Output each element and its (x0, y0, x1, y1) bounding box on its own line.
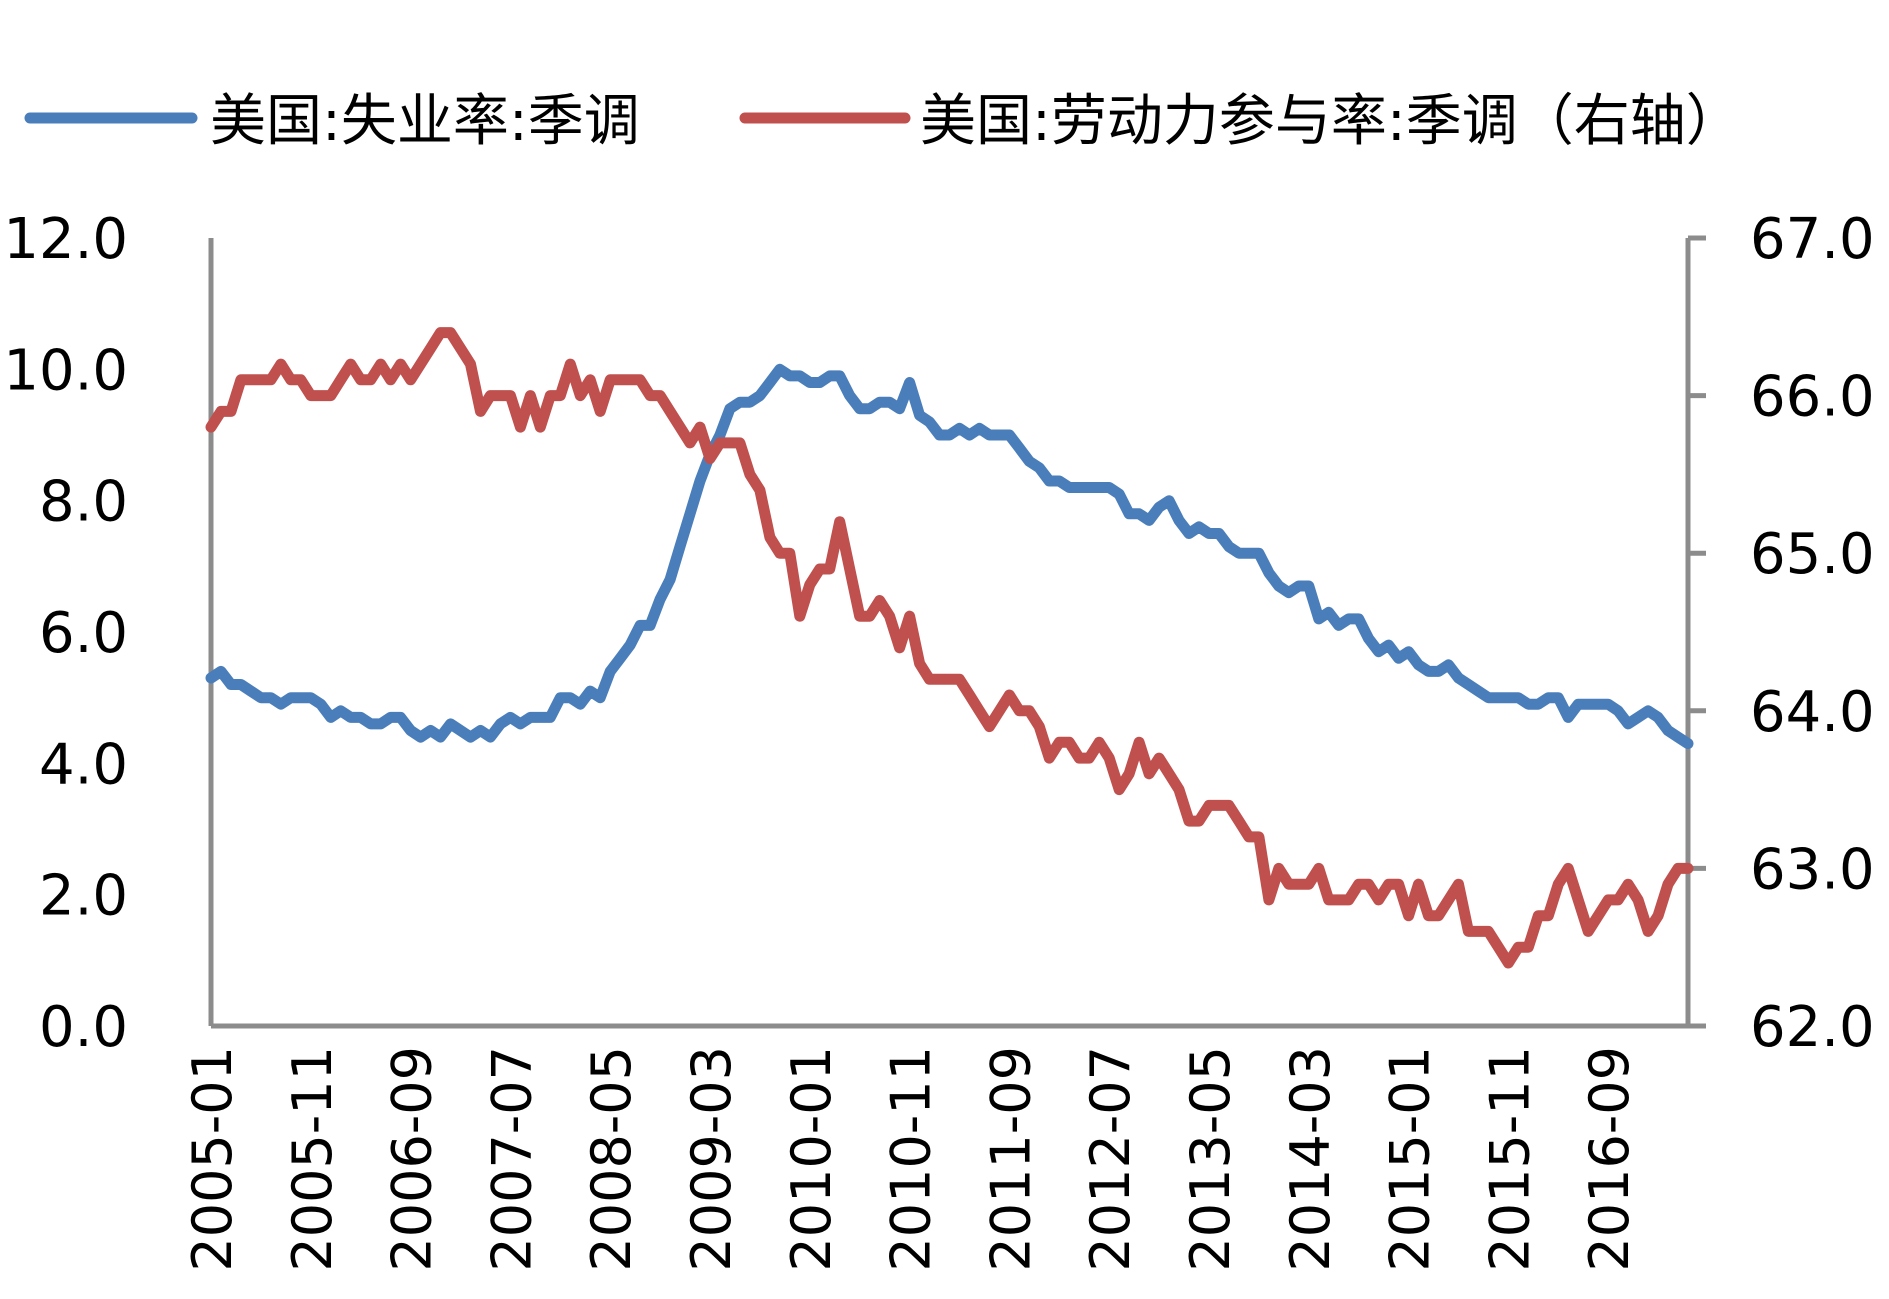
x-axis-tick-label: 2015-01 (1379, 1046, 1442, 1272)
x-axis-tick-label: 2013-05 (1179, 1046, 1242, 1272)
x-axis-tick-label: 2010-01 (780, 1046, 843, 1272)
x-axis-tick-label: 2005-11 (281, 1046, 344, 1272)
axes: 0.0 2.0 4.0 6.0 8.0 10.0 12.0 62.0 63.0 64.0 65.0 6… (3, 207, 1874, 1272)
right-axis-tick-label: 63.0 (1750, 837, 1875, 902)
participation-rate-line (205, 327, 1694, 969)
right-axis-tick-label: 67.0 (1750, 207, 1875, 272)
x-axis-tick-label: 2006-09 (381, 1046, 444, 1272)
right-axis-tick-label: 66.0 (1750, 365, 1875, 430)
x-axis-tick-label: 2009-03 (680, 1046, 743, 1272)
legend-label-participation: 美国:劳动力参与率:季调（右轴） (920, 89, 1742, 154)
left-axis-tick-label: 8.0 (39, 470, 128, 535)
left-axis-tick-label: 0.0 (39, 995, 128, 1060)
left-axis-tick-label: 12.0 (3, 207, 128, 272)
x-axis-tick-label: 2010-11 (880, 1046, 943, 1272)
x-axis-tick-label: 2016-09 (1578, 1046, 1641, 1272)
series-lines (205, 327, 1694, 969)
right-axis-tick-label: 65.0 (1750, 522, 1875, 587)
legend: 美国:失业率:季调 美国:劳动力参与率:季调（右轴） (24, 89, 1742, 154)
left-axis-tick-label: 4.0 (39, 732, 128, 797)
x-axis-tick-label: 2014-03 (1279, 1046, 1342, 1272)
left-axis-tick-label: 2.0 (39, 864, 128, 929)
x-axis-tick-label: 2008-05 (580, 1046, 643, 1272)
left-axis-tick-label: 6.0 (39, 601, 128, 666)
right-axis-tick-label: 64.0 (1750, 680, 1875, 745)
x-axis-tick-label: 2012-07 (1079, 1046, 1142, 1272)
x-axis-tick-label: 2007-07 (480, 1046, 543, 1272)
right-axis-tick-label: 62.0 (1750, 995, 1875, 1060)
x-axis-tick-label: 2015-11 (1478, 1046, 1541, 1272)
left-axis-tick-label: 10.0 (3, 338, 128, 403)
unemployment-rate-line (205, 363, 1694, 750)
x-axis-tick-label: 2011-09 (979, 1046, 1042, 1272)
x-axis-tick-label: 2005-01 (181, 1046, 244, 1272)
legend-label-unemployment: 美国:失业率:季调 (210, 89, 640, 154)
